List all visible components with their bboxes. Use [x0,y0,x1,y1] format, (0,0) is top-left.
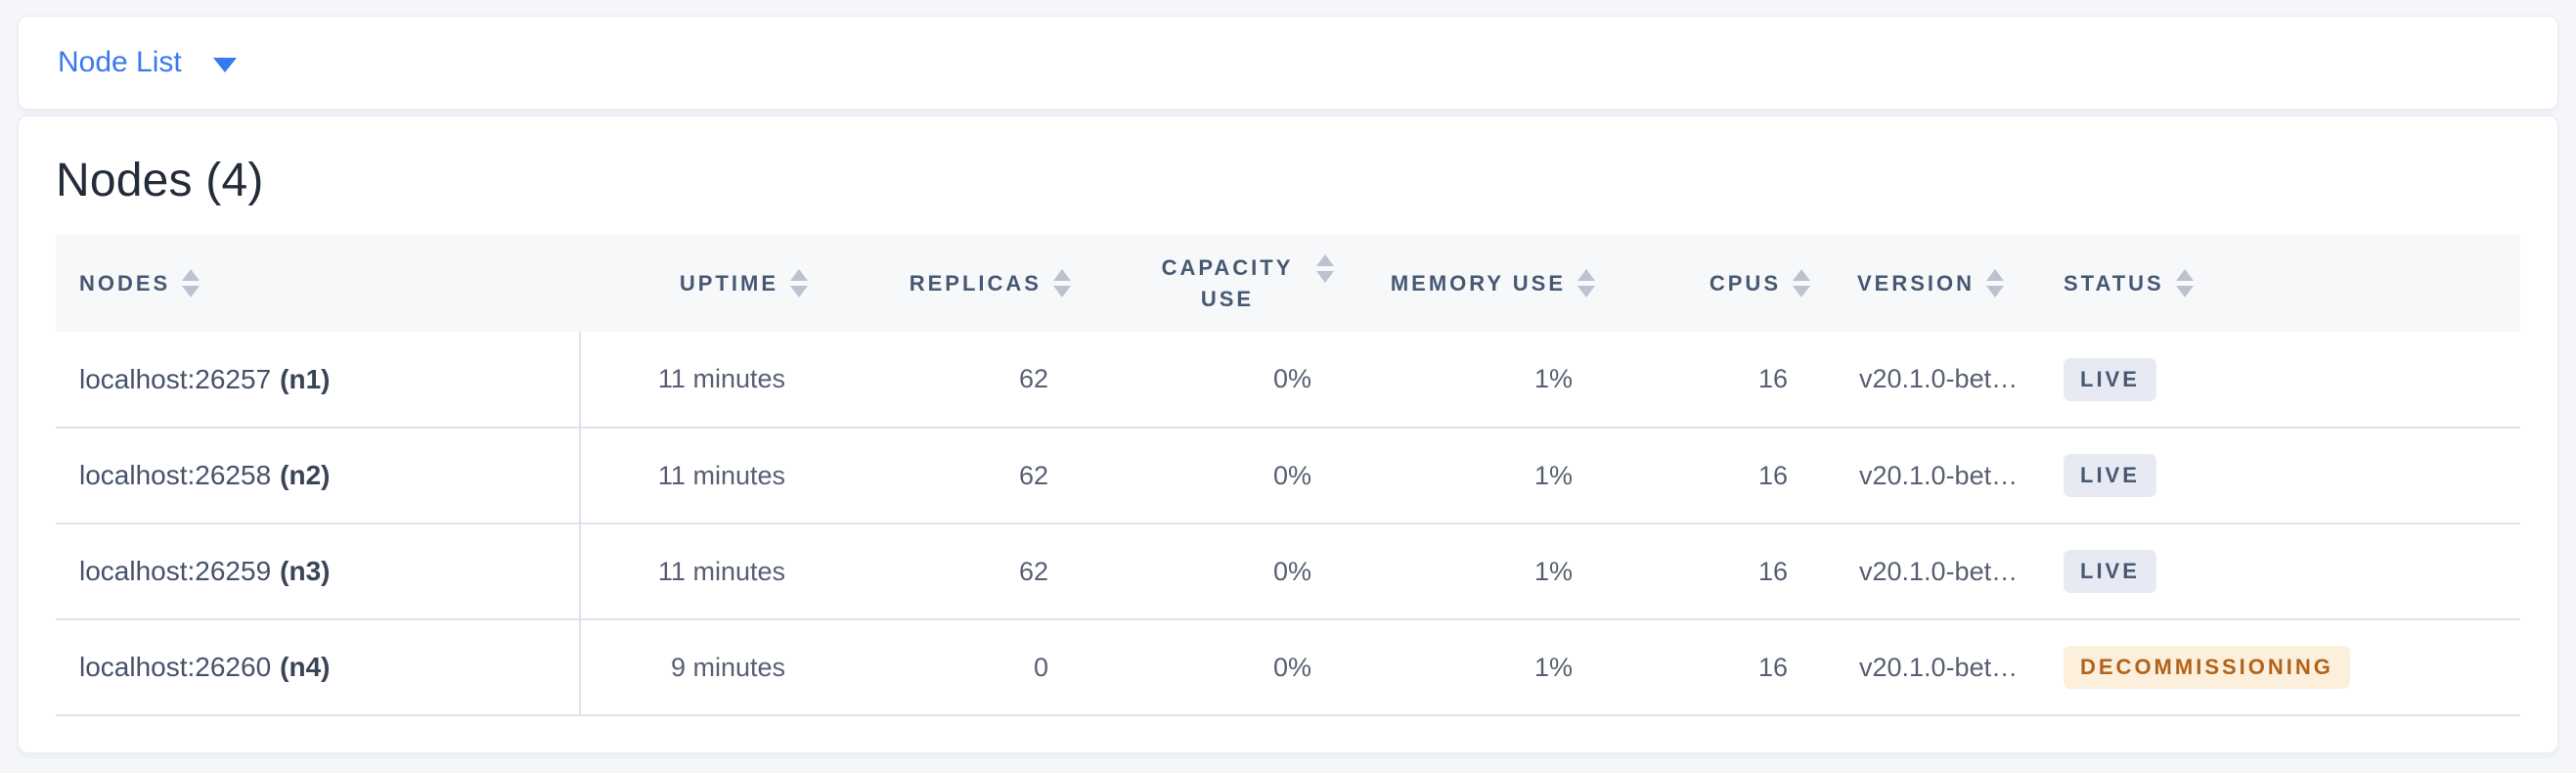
status-cell: LIVE [2040,332,2520,429]
cpus-cell: 16 [1619,619,1834,716]
node-address-cell[interactable]: localhost:26259 (n3) [56,523,581,620]
replicas-cell: 62 [831,523,1094,620]
sort-icon [2175,269,2194,297]
version-cell: v20.1.0-bet… [1834,428,2040,524]
memory-use-cell: 1% [1357,332,1619,429]
table-header-row: NODES UPTIME REPLICAS [56,235,2520,332]
node-list-table: NODES UPTIME REPLICAS [56,235,2520,716]
node-id: (n3) [280,556,331,586]
replicas-cell: 0 [831,619,1094,716]
status-cell: LIVE [2040,523,2520,620]
sort-icon [1316,254,1334,283]
node-address-cell[interactable]: localhost:26258 (n2) [56,428,581,524]
capacity-use-cell: 0% [1094,428,1357,524]
uptime-cell: 11 minutes [580,428,831,524]
version-cell: v20.1.0-bet… [1834,619,2040,716]
node-address: localhost:26260 [79,652,272,682]
node-id: (n1) [280,363,331,394]
column-header-replicas[interactable]: REPLICAS [831,235,1094,332]
node-row[interactable]: localhost:26260 (n4) 9 minutes 0 0% 1% 16… [56,619,2520,716]
cpus-cell: 16 [1619,332,1834,429]
view-selector-label: Node List [58,46,182,78]
node-address-cell[interactable]: localhost:26260 (n4) [56,619,581,716]
version-cell: v20.1.0-bet… [1834,523,2040,620]
capacity-use-cell: 0% [1094,619,1357,716]
memory-use-cell: 1% [1357,523,1619,620]
node-address-cell[interactable]: localhost:26257 (n1) [56,332,581,429]
node-address: localhost:26258 [79,460,272,490]
sort-icon [1986,269,2005,297]
uptime-cell: 11 minutes [580,332,831,429]
node-row[interactable]: localhost:26257 (n1) 11 minutes 62 0% 1% … [56,332,2520,429]
sort-icon [1577,269,1595,297]
column-header-capacity-use[interactable]: CAPACITY USE [1094,235,1357,332]
uptime-cell: 11 minutes [580,523,831,620]
status-badge: DECOMMISSIONING [2064,646,2350,689]
nodes-overview-card: Nodes (4) NODES UPTIME [18,115,2558,753]
node-id: (n4) [280,652,331,682]
column-header-cpus[interactable]: CPUS [1619,235,1834,332]
column-header-nodes[interactable]: NODES [56,235,580,332]
status-badge: LIVE [2064,454,2156,497]
replicas-cell: 62 [831,428,1094,524]
cpus-cell: 16 [1619,428,1834,524]
sort-icon [1793,269,1810,297]
capacity-use-cell: 0% [1094,523,1357,620]
node-row[interactable]: localhost:26258 (n2) 11 minutes 62 0% 1% … [56,428,2520,524]
version-cell: v20.1.0-bet… [1834,332,2040,429]
capacity-use-cell: 0% [1094,332,1357,429]
cpus-cell: 16 [1619,523,1834,620]
status-badge: LIVE [2064,357,2156,401]
view-selector-dropdown[interactable]: Node List [58,46,237,79]
column-header-uptime[interactable]: UPTIME [580,235,831,332]
sort-icon [1053,269,1071,297]
node-address: localhost:26257 [79,363,272,394]
memory-use-cell: 1% [1357,619,1619,716]
status-cell: LIVE [2040,428,2520,524]
column-header-version[interactable]: VERSION [1834,235,2040,332]
page-header-card: Node List [18,16,2558,110]
replicas-cell: 62 [831,332,1094,429]
status-badge: LIVE [2064,550,2156,593]
node-id: (n2) [280,460,331,490]
section-title: Nodes (4) [56,155,264,206]
status-cell: DECOMMISSIONING [2040,619,2520,716]
caret-down-icon [212,57,237,72]
node-address: localhost:26259 [79,556,272,586]
sort-icon [790,269,808,297]
uptime-cell: 9 minutes [580,619,831,716]
memory-use-cell: 1% [1357,428,1619,524]
sort-icon [182,269,200,297]
column-header-status[interactable]: STATUS [2040,235,2520,332]
node-row[interactable]: localhost:26259 (n3) 11 minutes 62 0% 1% … [56,523,2520,620]
column-header-memory-use[interactable]: MEMORY USE [1357,235,1619,332]
